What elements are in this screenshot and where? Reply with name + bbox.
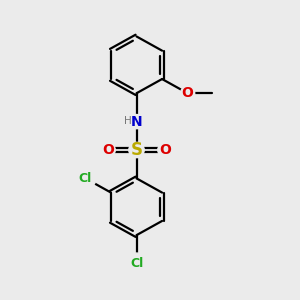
Circle shape — [75, 168, 96, 189]
Text: Cl: Cl — [130, 257, 143, 270]
Text: O: O — [102, 143, 114, 157]
Text: S: S — [130, 141, 142, 159]
Text: Cl: Cl — [79, 172, 92, 185]
Circle shape — [181, 86, 195, 100]
Text: O: O — [182, 86, 194, 100]
Circle shape — [101, 143, 115, 157]
Circle shape — [158, 143, 172, 157]
Circle shape — [129, 142, 144, 158]
Text: N: N — [131, 115, 142, 129]
Circle shape — [129, 115, 144, 129]
Circle shape — [126, 253, 147, 274]
Text: H: H — [124, 116, 131, 126]
Text: O: O — [159, 143, 171, 157]
